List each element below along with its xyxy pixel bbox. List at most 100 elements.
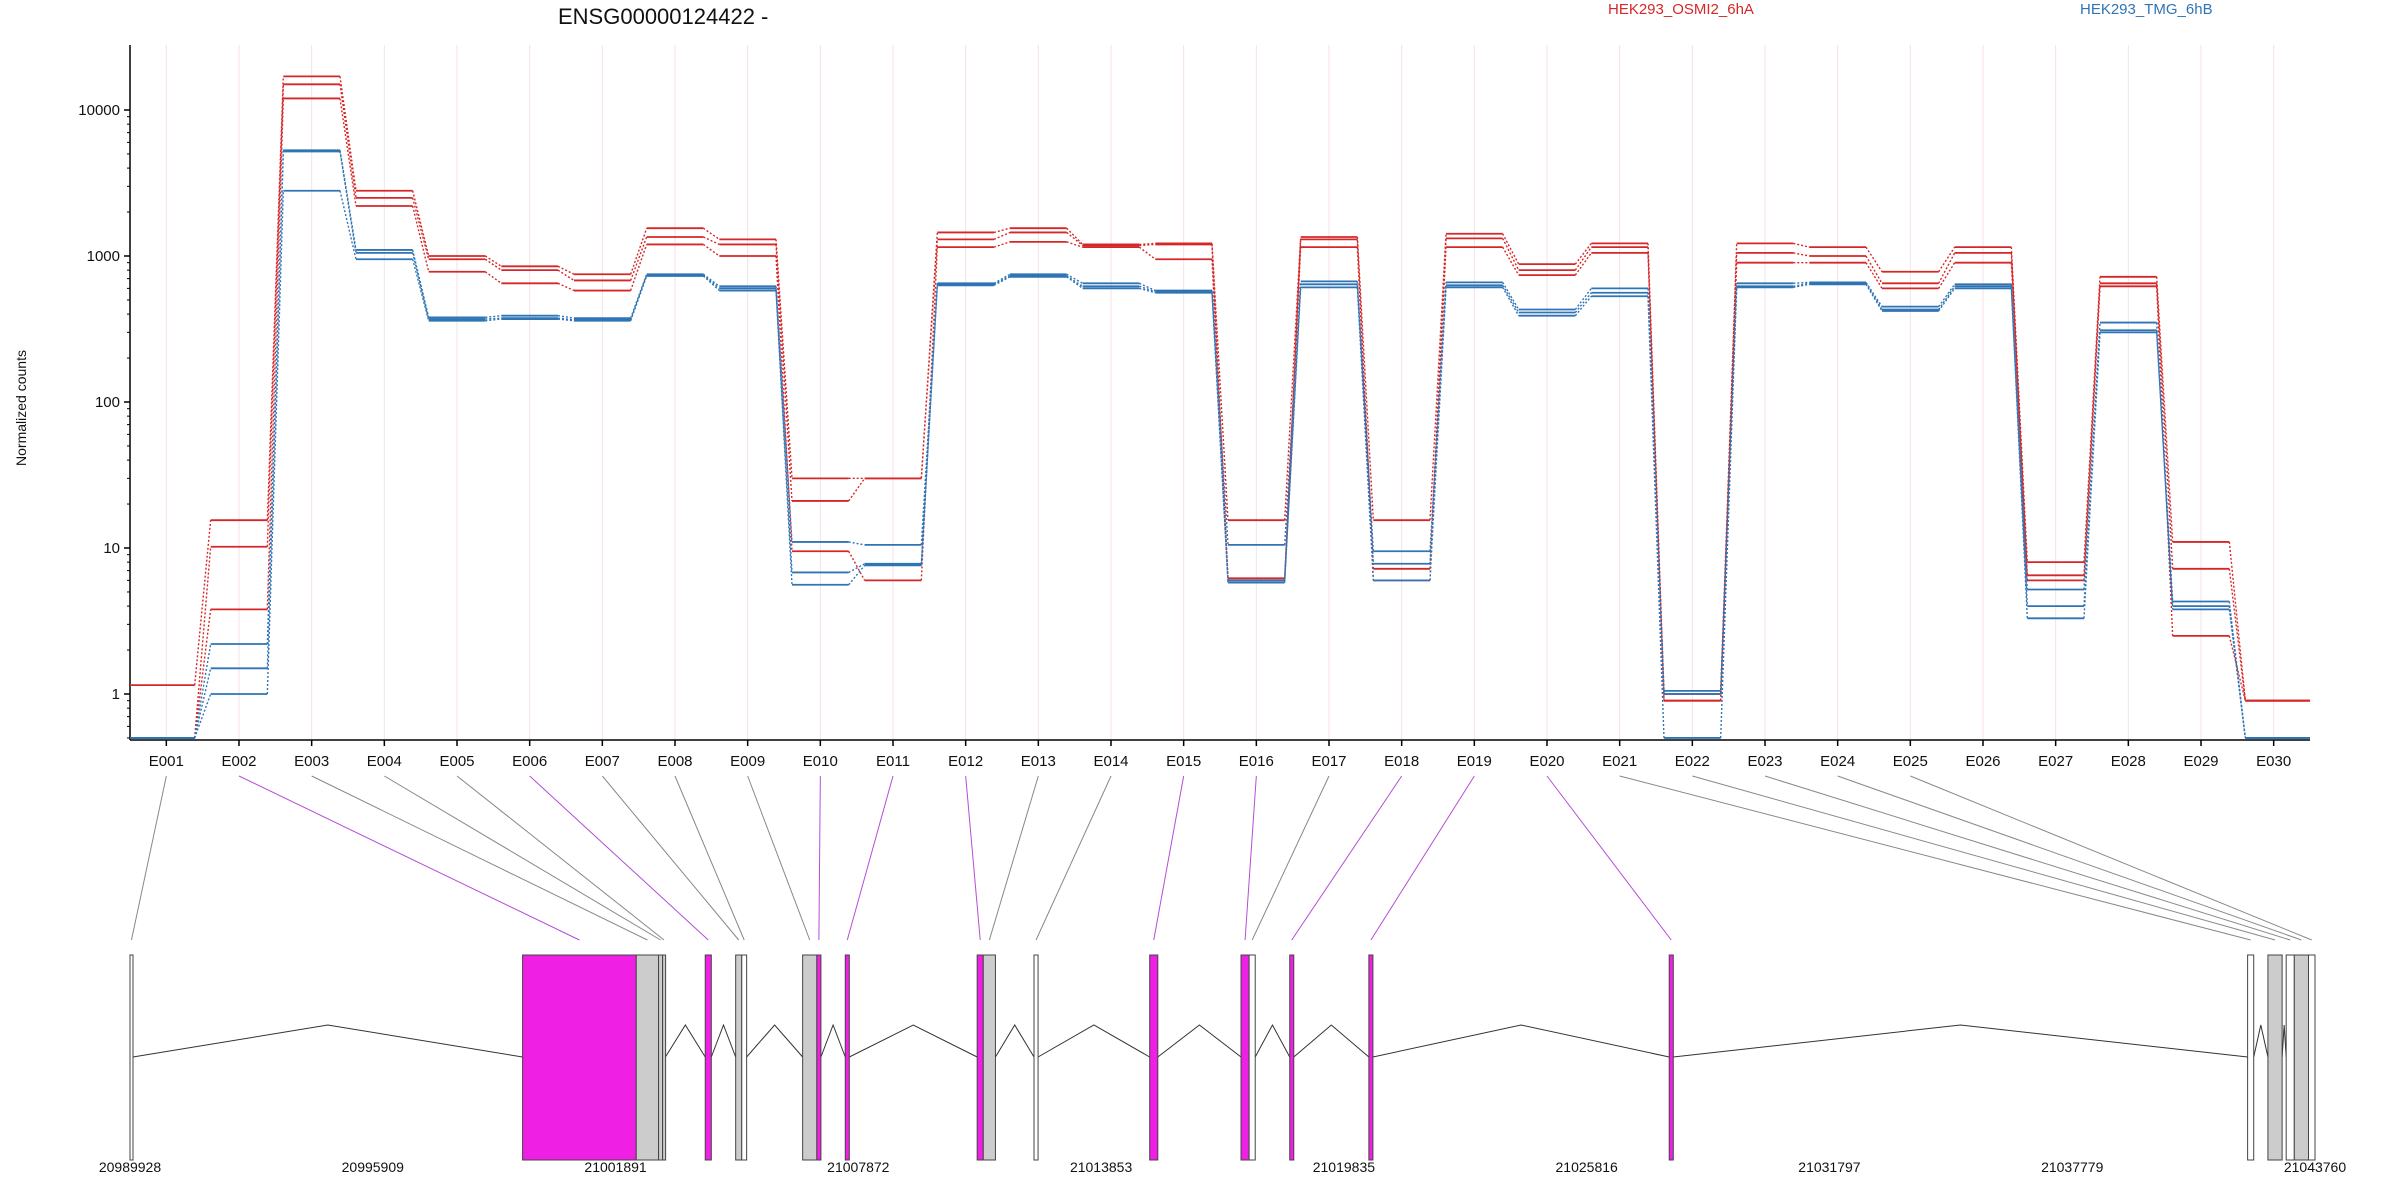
data-connector [1574,246,1592,271]
intron-line [995,1024,1035,1058]
x-tick-label: E019 [1457,753,1492,770]
data-connector [1139,243,1156,247]
data-connector [1356,236,1375,521]
data-connector [339,150,357,251]
x-tick-label: E004 [367,753,402,770]
intron-line [849,1024,978,1058]
data-connector [775,244,793,501]
data-connector [1938,283,1956,308]
coordinate-label: 21025816 [1556,1159,1619,1175]
data-connector [2228,635,2247,701]
data-connector [1066,276,1084,289]
bin-connector [1692,775,2276,941]
data-connector [2228,568,2247,701]
coordinate-label: 21043760 [2284,1159,2347,1175]
data-connector [1211,292,1229,583]
exon-e025 [2308,954,2316,1161]
x-tick-label: E014 [1093,753,1128,770]
data-connector [920,284,939,564]
intron-line [746,1024,804,1058]
data-connector [775,288,793,573]
data-connector [993,275,1011,285]
data-connector [193,668,212,739]
data-connector [193,520,212,686]
data-connector [2228,541,2247,701]
data-connector [775,286,793,543]
exon-e017 [1248,954,1256,1161]
intron-line [820,1023,846,1058]
data-connector [702,243,720,257]
data-connector [2010,284,2029,590]
bin-connector [601,775,740,941]
x-tick-label: E011 [876,753,910,770]
bin-connector [747,775,811,941]
data-connector [485,315,502,319]
y-tick-label: 10 [103,540,120,557]
data-connector [2083,322,2101,590]
x-tick-label: E027 [2038,753,2073,770]
data-connector [484,271,502,284]
data-connector [1502,246,1520,276]
data-connector [339,76,357,191]
bin-connector [238,775,580,941]
x-tick-label: E003 [294,753,329,770]
exon-e022 [2267,954,2283,1161]
legend-label-tmg: HEK293_TMG_6hB [2080,1,2213,18]
x-tick-label: E018 [1384,753,1419,770]
x-tick-label: E015 [1166,753,1201,770]
series-tmg [130,189,2310,739]
data-connector [702,273,720,287]
x-tick-label: E021 [1602,753,1637,770]
data-connector [1647,296,1665,738]
data-connector [1647,292,1665,695]
data-connector [411,259,430,321]
data-connector [339,84,357,198]
data-connector [1356,281,1375,552]
data-connector [1793,282,1810,287]
data-connector [848,541,865,546]
data-connector [920,285,939,566]
legend-label-osmi2: HEK293_OSMI2_6hA [1608,1,1754,18]
data-connector [1502,281,1520,310]
data-connector [557,317,575,321]
data-connector [1793,252,1810,257]
coordinate-label: 20989928 [99,1159,162,1175]
exon-e012 [976,954,984,1161]
intron-line [1254,1023,1291,1058]
coordinate-label: 20995909 [342,1159,405,1175]
bin-connector [846,775,894,941]
data-connector [1138,246,1156,260]
exon-e005 [662,954,667,1161]
data-connector [775,290,793,585]
y-tick-label: 100 [95,394,120,411]
data-connector [2083,332,2101,619]
exon-e013 [982,954,996,1161]
data-connector [702,275,720,292]
data-connector [1574,242,1592,265]
data-connector [1793,242,1810,248]
data-connector [339,151,357,254]
exon-e007 [735,954,743,1161]
data-connector [993,273,1011,284]
data-connector [993,227,1011,234]
exon-e004 [658,954,664,1161]
exon-e015 [1149,954,1159,1161]
x-tick-label: E013 [1021,753,1056,770]
bin-connector [965,775,981,941]
bin-connector [1764,775,2291,941]
data-connector [630,227,648,275]
intron-line [1673,1024,2248,1058]
exon-e016 [1240,954,1250,1161]
exon-e002 [522,954,637,1161]
y-tick-label: 1 [112,686,120,703]
data-connector [848,563,866,574]
coordinate-label: 21001891 [584,1159,647,1175]
exon-e020 [1668,954,1674,1161]
bin-connector [1035,775,1112,941]
data-connector [1865,282,1883,310]
data-connector [1211,291,1229,581]
data-connector [1938,285,1956,310]
data-connector [557,282,575,292]
data-connector [1429,287,1447,581]
data-connector [848,550,866,581]
